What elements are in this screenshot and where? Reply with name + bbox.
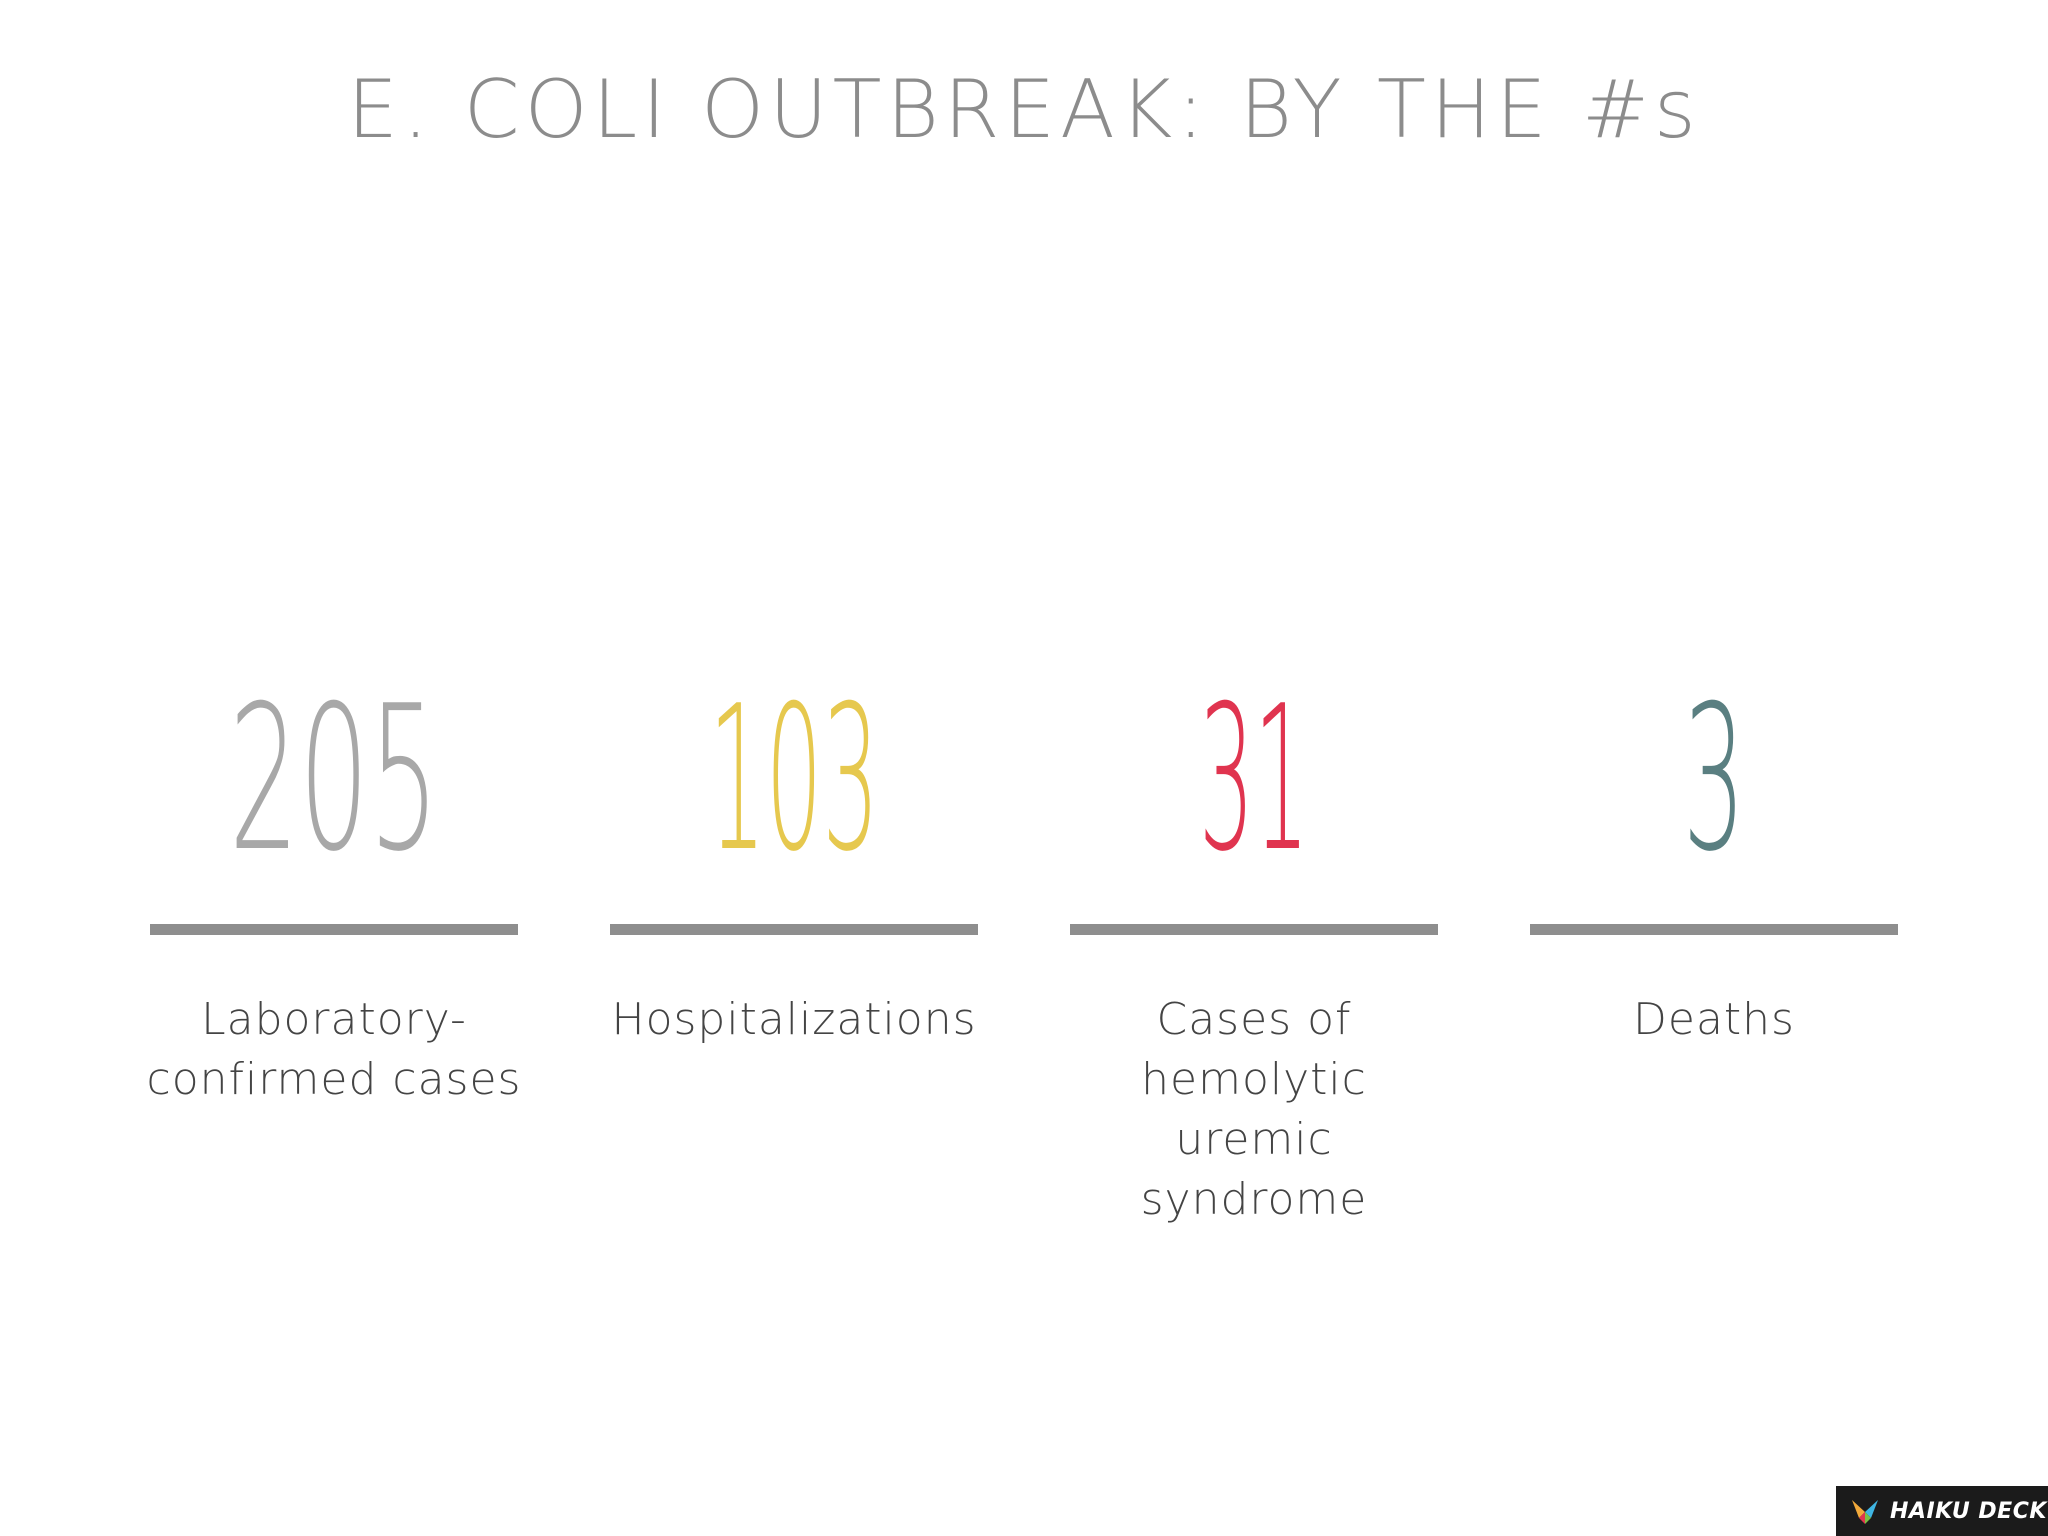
stat-divider (610, 924, 978, 935)
stat-value-svg: 205 (229, 663, 439, 860)
stat-value-svg: 3 (1683, 663, 1745, 860)
stat-hospitalizations: 103 Hospitalizations (610, 620, 978, 1045)
stat-divider (1070, 924, 1438, 935)
stat-label: Hospitalizations (611, 994, 977, 1045)
stat-label: Laboratory-confirmed cases (146, 994, 522, 1105)
stat-value: 103 (709, 663, 879, 860)
stat-lab-confirmed-cases: 205 Laboratory-confirmed cases (147, 620, 521, 1105)
stat-divider (150, 924, 518, 935)
stat-deaths: 3 Deaths (1530, 620, 1898, 1045)
stat-value: 31 (1199, 663, 1309, 860)
stat-divider (1530, 924, 1898, 935)
stat-value: 3 (1683, 663, 1745, 860)
stat-hus-cases: 31 Cases of hemolytic uremic syndrome (1070, 620, 1438, 1225)
haiku-deck-logo-icon (1852, 1500, 1878, 1524)
stat-value-svg: 103 (709, 663, 879, 860)
haiku-deck-badge[interactable]: HAIKU DECK (1836, 1486, 2048, 1536)
stat-value-svg: 31 (1199, 663, 1309, 860)
stat-label: Cases of hemolytic uremic syndrome (1140, 994, 1368, 1225)
stat-label: Deaths (1633, 994, 1795, 1045)
stat-value: 205 (229, 663, 439, 860)
slide-title: E. COLI OUTBREAK: BY THE #s (347, 63, 1701, 156)
brand-name: HAIKU DECK (1890, 1498, 2047, 1524)
